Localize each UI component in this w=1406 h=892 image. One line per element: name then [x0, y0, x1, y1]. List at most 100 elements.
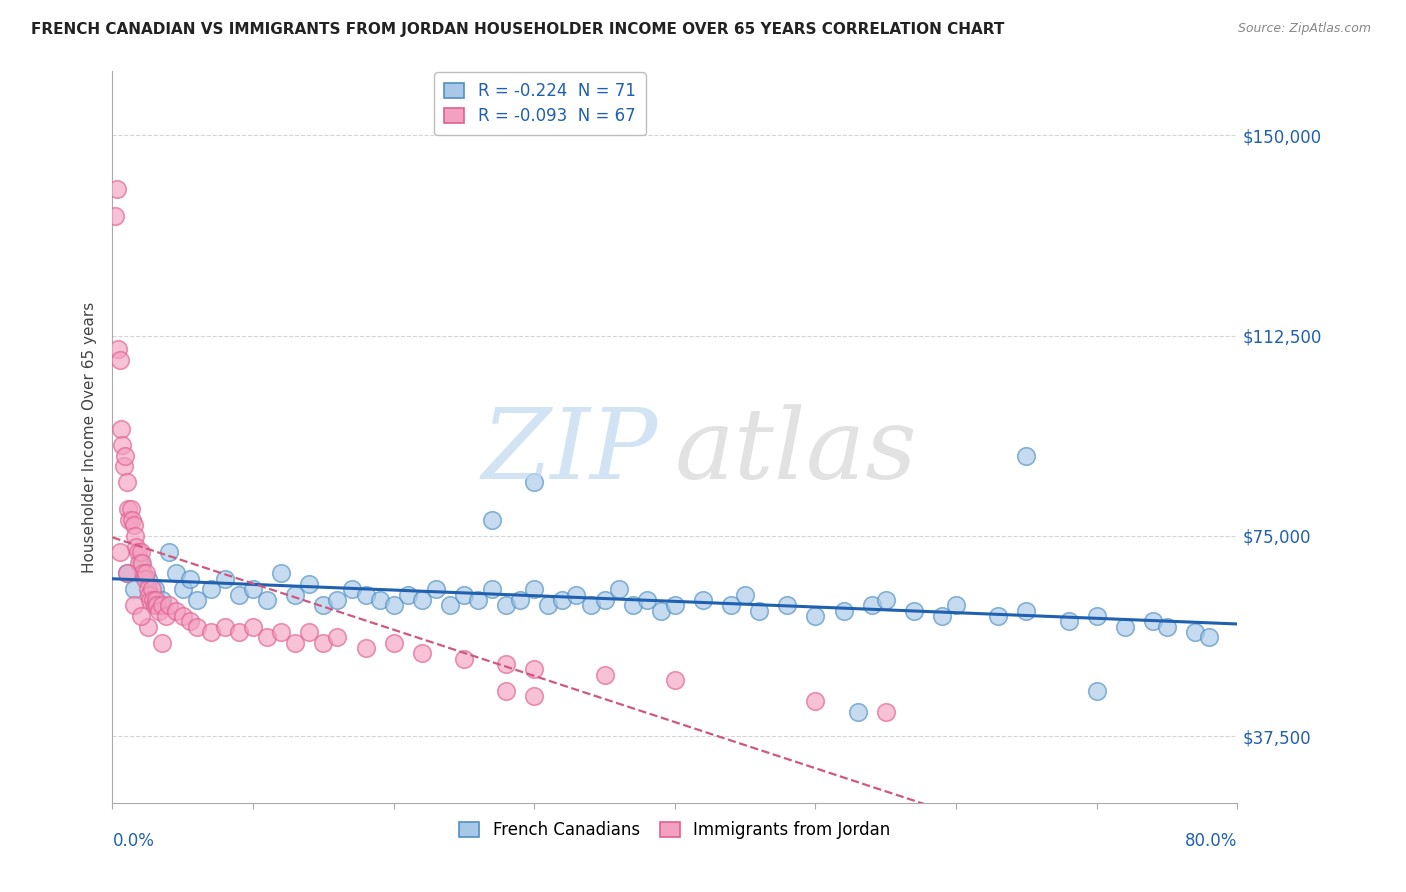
- Point: [636, 593, 658, 607]
- Point: [593, 593, 616, 607]
- Point: [931, 609, 953, 624]
- Point: [382, 599, 405, 613]
- Point: [776, 599, 799, 613]
- Point: [172, 582, 194, 597]
- Point: [664, 673, 686, 687]
- Point: [453, 588, 475, 602]
- Point: [945, 599, 967, 613]
- Point: [804, 694, 827, 708]
- Point: [650, 604, 672, 618]
- Point: [150, 593, 173, 607]
- Point: [165, 604, 187, 618]
- Point: [228, 588, 250, 602]
- Point: [143, 599, 166, 613]
- Point: [593, 667, 616, 681]
- Text: atlas: atlas: [675, 404, 918, 500]
- Point: [748, 604, 770, 618]
- Point: [523, 582, 546, 597]
- Point: [186, 619, 208, 633]
- Point: [108, 545, 131, 559]
- Point: [1085, 609, 1108, 624]
- Point: [200, 624, 222, 639]
- Point: [298, 577, 321, 591]
- Point: [804, 609, 827, 624]
- Point: [1015, 449, 1038, 463]
- Point: [551, 593, 574, 607]
- Text: FRENCH CANADIAN VS IMMIGRANTS FROM JORDAN HOUSEHOLDER INCOME OVER 65 YEARS CORRE: FRENCH CANADIAN VS IMMIGRANTS FROM JORDA…: [31, 22, 1004, 37]
- Point: [481, 513, 503, 527]
- Point: [127, 545, 149, 559]
- Point: [1156, 619, 1178, 633]
- Point: [875, 705, 897, 719]
- Point: [155, 609, 177, 624]
- Point: [284, 635, 307, 649]
- Point: [368, 593, 391, 607]
- Point: [104, 209, 127, 223]
- Point: [1142, 614, 1164, 628]
- Point: [495, 683, 517, 698]
- Point: [284, 588, 307, 602]
- Point: [439, 599, 461, 613]
- Point: [141, 582, 163, 597]
- Point: [214, 619, 236, 633]
- Point: [165, 566, 187, 581]
- Point: [129, 609, 152, 624]
- Point: [579, 599, 602, 613]
- Point: [354, 640, 377, 655]
- Point: [200, 582, 222, 597]
- Point: [115, 475, 138, 490]
- Point: [115, 566, 138, 581]
- Point: [121, 513, 143, 527]
- Point: [903, 604, 925, 618]
- Point: [131, 556, 153, 570]
- Point: [124, 529, 146, 543]
- Point: [664, 599, 686, 613]
- Point: [136, 572, 159, 586]
- Point: [118, 513, 141, 527]
- Point: [846, 705, 869, 719]
- Point: [157, 599, 180, 613]
- Point: [111, 438, 134, 452]
- Point: [242, 582, 264, 597]
- Point: [326, 630, 349, 644]
- Point: [115, 566, 138, 581]
- Point: [1085, 683, 1108, 698]
- Point: [145, 593, 167, 607]
- Point: [607, 582, 630, 597]
- Point: [110, 422, 132, 436]
- Point: [621, 599, 644, 613]
- Point: [987, 609, 1010, 624]
- Point: [129, 556, 152, 570]
- Point: [692, 593, 714, 607]
- Point: [1015, 604, 1038, 618]
- Point: [495, 599, 517, 613]
- Point: [179, 572, 201, 586]
- Text: ZIP: ZIP: [482, 404, 658, 500]
- Point: [138, 588, 160, 602]
- Point: [112, 459, 135, 474]
- Point: [481, 582, 503, 597]
- Point: [495, 657, 517, 671]
- Point: [228, 624, 250, 639]
- Point: [523, 475, 546, 490]
- Point: [122, 599, 145, 613]
- Point: [1184, 624, 1206, 639]
- Point: [523, 662, 546, 676]
- Point: [136, 582, 159, 597]
- Point: [256, 593, 278, 607]
- Point: [1057, 614, 1080, 628]
- Point: [467, 593, 489, 607]
- Y-axis label: Householder Income Over 65 years: Householder Income Over 65 years: [82, 301, 97, 573]
- Point: [142, 593, 165, 607]
- Point: [340, 582, 363, 597]
- Text: 0.0%: 0.0%: [112, 832, 155, 850]
- Text: 80.0%: 80.0%: [1185, 832, 1237, 850]
- Point: [172, 609, 194, 624]
- Point: [565, 588, 588, 602]
- Point: [107, 342, 129, 356]
- Point: [125, 540, 148, 554]
- Point: [129, 545, 152, 559]
- Point: [354, 588, 377, 602]
- Point: [312, 635, 335, 649]
- Point: [734, 588, 756, 602]
